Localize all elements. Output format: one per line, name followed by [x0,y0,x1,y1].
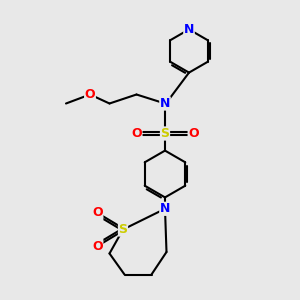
Text: O: O [85,88,95,101]
Text: N: N [160,97,170,110]
Text: N: N [184,23,194,36]
Text: S: S [118,223,127,236]
Text: O: O [131,127,142,140]
Text: O: O [92,206,103,220]
Text: N: N [160,202,170,215]
Text: O: O [188,127,199,140]
Text: O: O [92,239,103,253]
Text: S: S [160,127,169,140]
